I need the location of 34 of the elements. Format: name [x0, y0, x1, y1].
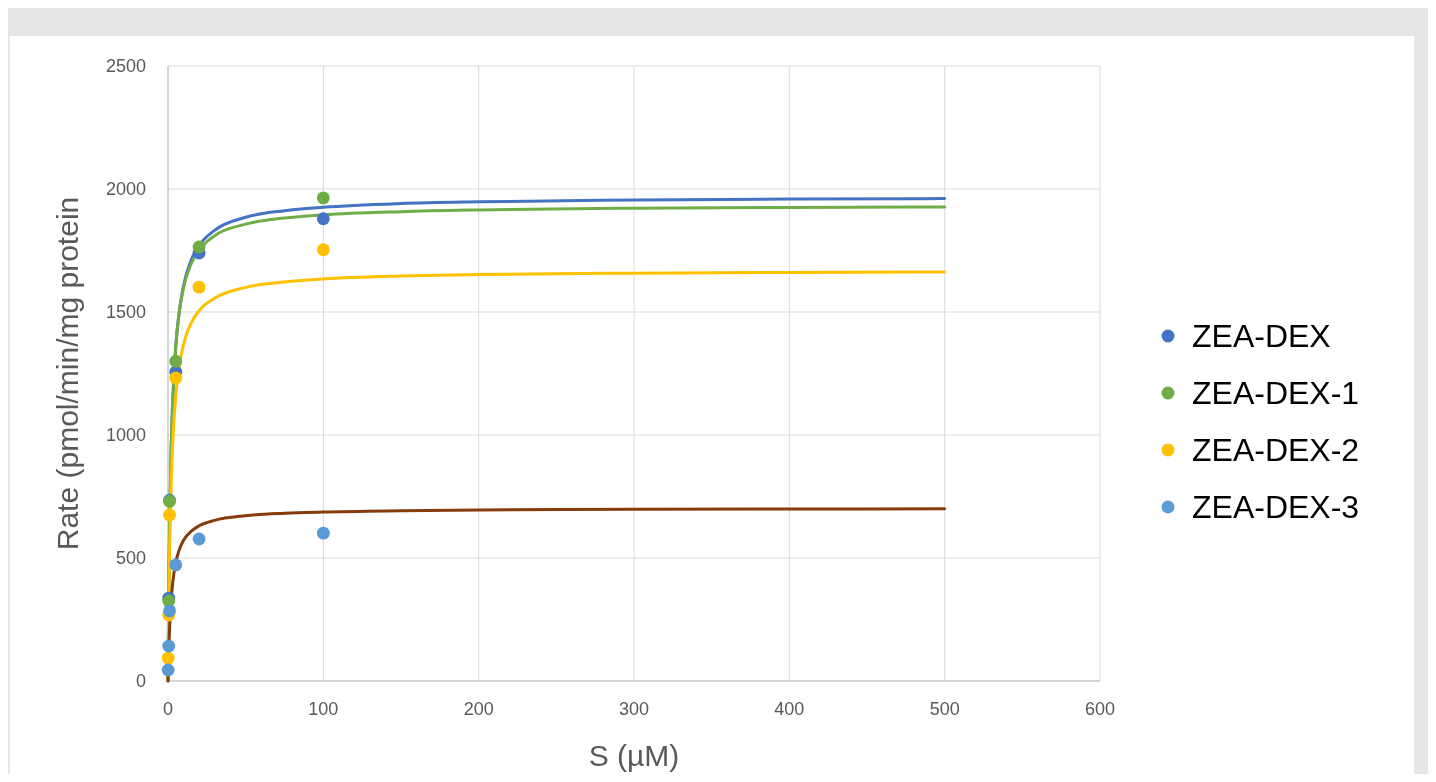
x-tick-label: 400 [774, 699, 805, 719]
point [169, 354, 183, 368]
point [316, 526, 330, 540]
point [163, 508, 176, 522]
point [192, 280, 206, 294]
y-axis-title: Rate (pmol/min/mg protein [51, 196, 84, 551]
point [316, 243, 330, 257]
x-axis-title: S (µM) [588, 739, 680, 772]
point [169, 371, 183, 385]
y-tick-label: 1500 [105, 302, 146, 322]
point [163, 604, 176, 618]
y-tick-label: 500 [115, 548, 146, 568]
y-tick-label: 2000 [105, 179, 146, 199]
point [316, 212, 330, 226]
point [316, 191, 330, 205]
x-tick-label: 200 [463, 699, 494, 719]
y-tick-label: 1000 [105, 425, 146, 445]
point [169, 558, 183, 572]
x-tick-label: 500 [929, 699, 960, 719]
point [192, 240, 206, 254]
legend-label: ZEA-DEX [1192, 318, 1331, 354]
legend-label: ZEA-DEX-1 [1192, 375, 1360, 411]
legend-label: ZEA-DEX-3 [1192, 489, 1360, 525]
point [161, 663, 175, 677]
y-tick-label: 0 [135, 671, 146, 691]
x-tick-label: 300 [618, 699, 650, 719]
point [161, 651, 175, 665]
x-tick-label: 0 [162, 699, 174, 719]
x-tick-label: 600 [1084, 699, 1116, 719]
legend-label: ZEA-DEX-2 [1192, 432, 1360, 468]
x-tick-label: 100 [308, 699, 339, 719]
point [192, 532, 206, 546]
y-tick-label: 2500 [105, 56, 146, 76]
point [162, 639, 176, 653]
